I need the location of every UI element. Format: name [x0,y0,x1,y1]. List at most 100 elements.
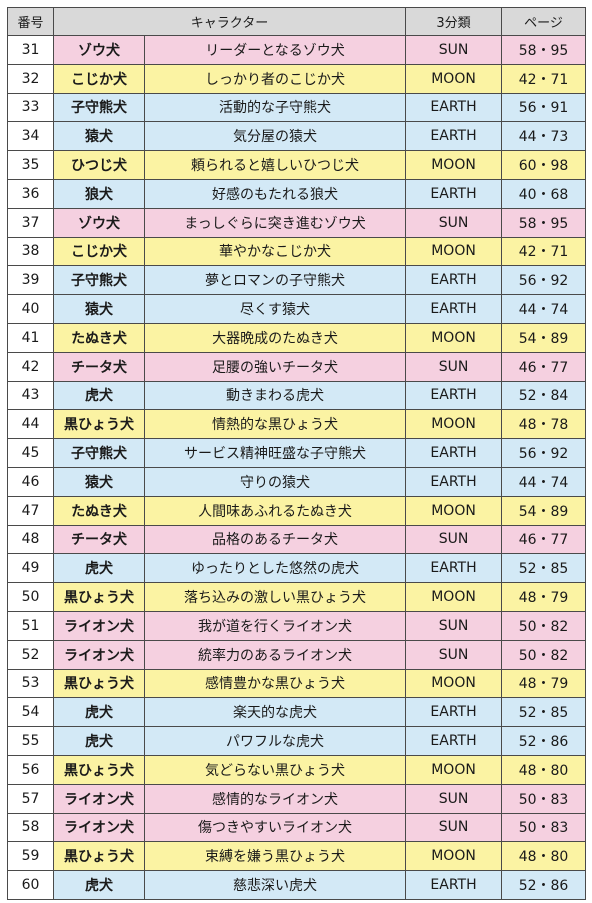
header-number: 番号 [7,7,54,36]
table-row: 57 ライオン犬 感情的なライオン犬 SUN 50・83 [7,783,587,814]
table-row: 33 子守熊犬 活動的な子守熊犬 EARTH 56・91 [7,92,587,123]
row-animal: 子守熊犬 [53,92,145,123]
row-type: EARTH [405,178,503,209]
row-animal: ライオン犬 [53,639,145,670]
row-animal: ライオン犬 [53,812,145,843]
row-page: 58・95 [501,35,587,65]
row-number: 55 [7,726,54,756]
row-number: 42 [7,351,54,382]
row-character: 我が道を行くライオン犬 [143,610,407,641]
row-type: SUN [405,639,503,670]
row-animal: たぬき犬 [53,495,145,526]
row-type: SUN [405,524,503,555]
row-number: 35 [7,150,54,180]
row-character: 品格のあるチータ犬 [143,524,407,555]
table-row: 44 黒ひょう犬 情熱的な黒ひょう犬 MOON 48・78 [7,409,587,440]
row-number: 50 [7,582,54,612]
row-character: 統率力のあるライオン犬 [143,639,407,670]
row-character: ゆったりとした悠然の虎犬 [143,553,407,584]
header-character: キャラクター [52,7,407,36]
row-character: 動きまわる虎犬 [143,380,407,411]
row-page: 54・89 [501,495,587,526]
row-type: EARTH [405,553,503,584]
table-row: 46 猿犬 守りの猿犬 EARTH 44・74 [7,466,587,497]
row-character: リーダーとなるゾウ犬 [143,35,407,65]
row-number: 57 [7,783,54,814]
row-page: 48・80 [501,754,587,785]
row-character: 守りの猿犬 [143,466,407,497]
table-row: 55 虎犬 パワフルな虎犬 EARTH 52・86 [7,726,587,756]
row-character: 夢とロマンの子守熊犬 [143,265,407,296]
table-row: 39 子守熊犬 夢とロマンの子守熊犬 EARTH 56・92 [7,265,587,296]
row-animal: 子守熊犬 [53,265,145,296]
table-row: 41 たぬき犬 大器晩成のたぬき犬 MOON 54・89 [7,322,587,353]
row-character: 足腰の強いチータ犬 [143,351,407,382]
row-page: 52・85 [501,697,587,728]
table-row: 59 黒ひょう犬 束縛を嫌う黒ひょう犬 MOON 48・80 [7,841,587,872]
row-type: EARTH [405,466,503,497]
row-number: 32 [7,63,54,94]
table-row: 48 チータ犬 品格のあるチータ犬 SUN 46・77 [7,524,587,555]
row-page: 48・78 [501,409,587,440]
row-animal: ゾウ犬 [53,207,145,238]
row-number: 47 [7,495,54,526]
row-animal: 黒ひょう犬 [53,409,145,440]
row-character: 大器晩成のたぬき犬 [143,322,407,353]
row-page: 40・68 [501,178,587,209]
table-row: 56 黒ひょう犬 気どらない黒ひょう犬 MOON 48・80 [7,754,587,785]
row-number: 38 [7,236,54,267]
row-number: 44 [7,409,54,440]
row-page: 60・98 [501,150,587,180]
row-character: 感情豊かな黒ひょう犬 [143,668,407,699]
row-number: 59 [7,841,54,872]
table-row: 50 黒ひょう犬 落ち込みの激しい黒ひょう犬 MOON 48・79 [7,582,587,612]
row-type: SUN [405,35,503,65]
row-page: 52・86 [501,726,587,756]
row-character: サービス精神旺盛な子守熊犬 [143,438,407,468]
row-type: SUN [405,783,503,814]
row-page: 50・82 [501,639,587,670]
header-type: 3分類 [405,7,503,36]
row-number: 31 [7,35,54,65]
row-animal: 虎犬 [53,870,145,900]
character-table: 番号 キャラクター 3分類 ページ 31 ゾウ犬 リーダーとなるゾウ犬 SUN 58・9… [7,7,587,900]
row-type: MOON [405,582,503,612]
row-type: EARTH [405,380,503,411]
row-animal: 猿犬 [53,294,145,324]
row-type: SUN [405,351,503,382]
table-row: 52 ライオン犬 統率力のあるライオン犬 SUN 50・82 [7,639,587,670]
row-type: SUN [405,207,503,238]
row-character: 尽くす猿犬 [143,294,407,324]
header-page: ページ [501,7,587,36]
row-number: 48 [7,524,54,555]
row-animal: 黒ひょう犬 [53,582,145,612]
row-type: MOON [405,754,503,785]
row-page: 50・83 [501,812,587,843]
row-animal: チータ犬 [53,351,145,382]
row-number: 45 [7,438,54,468]
row-page: 48・80 [501,841,587,872]
row-character: 活動的な子守熊犬 [143,92,407,123]
row-type: SUN [405,812,503,843]
row-page: 48・79 [501,582,587,612]
row-type: MOON [405,322,503,353]
row-page: 42・71 [501,236,587,267]
row-page: 58・95 [501,207,587,238]
row-type: EARTH [405,265,503,296]
row-character: 好感のもたれる狼犬 [143,178,407,209]
row-type: MOON [405,150,503,180]
row-animal: 虎犬 [53,697,145,728]
row-number: 39 [7,265,54,296]
row-type: MOON [405,409,503,440]
row-character: 落ち込みの激しい黒ひょう犬 [143,582,407,612]
row-type: MOON [405,668,503,699]
table-row: 40 猿犬 尽くす猿犬 EARTH 44・74 [7,294,587,324]
row-character: 束縛を嫌う黒ひょう犬 [143,841,407,872]
table-row: 35 ひつじ犬 頼られると嬉しいひつじ犬 MOON 60・98 [7,150,587,180]
row-number: 34 [7,121,54,152]
row-page: 44・73 [501,121,587,152]
row-type: MOON [405,236,503,267]
row-animal: チータ犬 [53,524,145,555]
row-page: 50・82 [501,610,587,641]
row-type: EARTH [405,92,503,123]
